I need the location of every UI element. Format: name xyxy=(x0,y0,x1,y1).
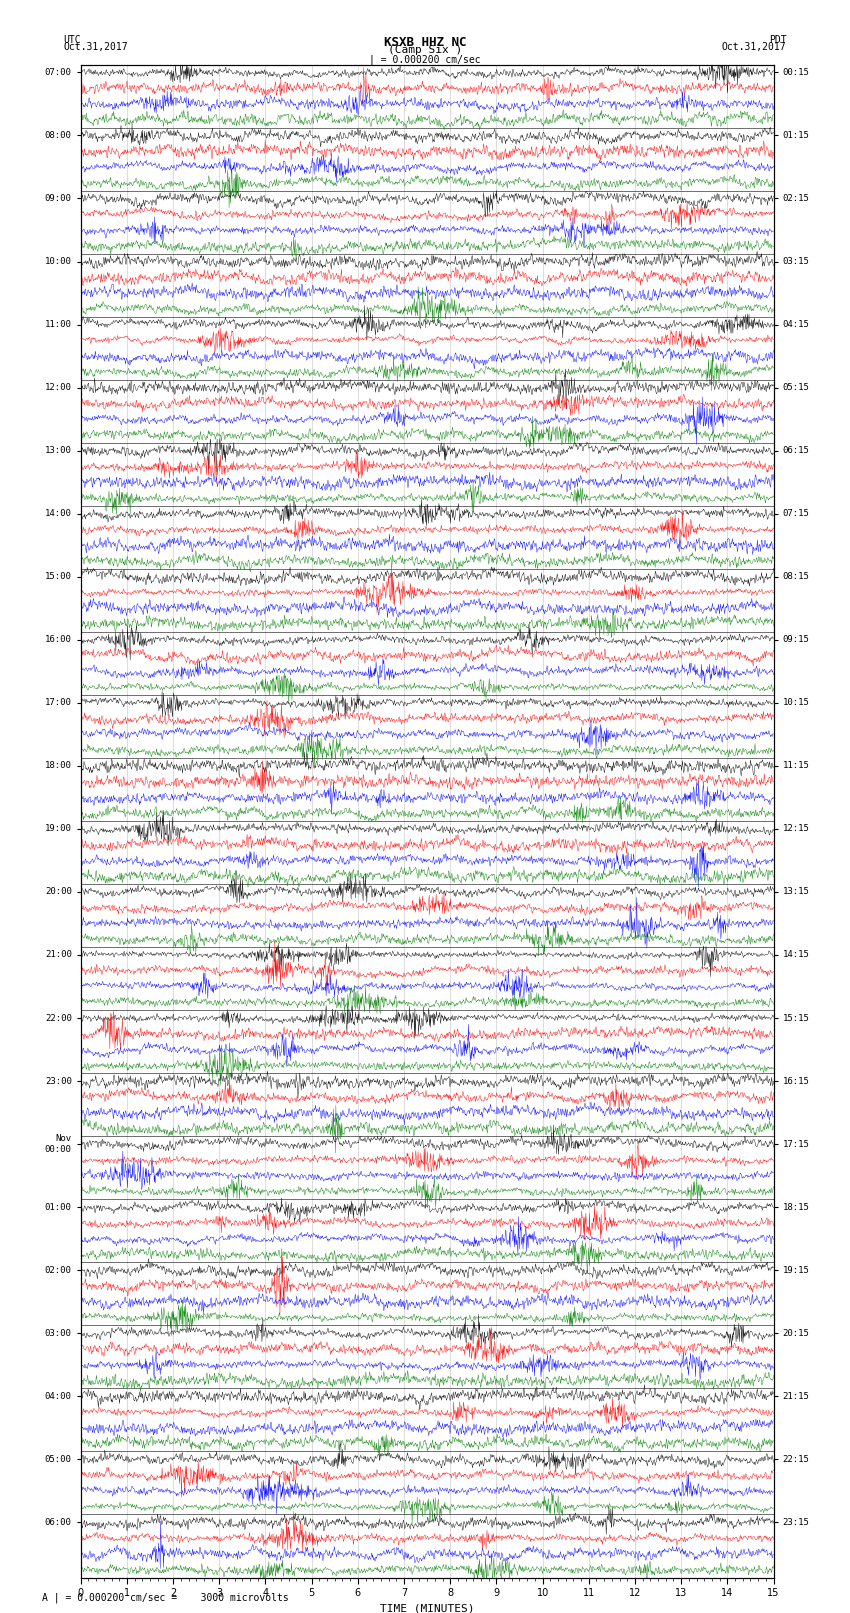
Text: Oct.31,2017: Oct.31,2017 xyxy=(722,42,786,52)
Text: KSXB HHZ NC: KSXB HHZ NC xyxy=(383,37,467,50)
Text: A | = 0.000200 cm/sec =    3000 microvolts: A | = 0.000200 cm/sec = 3000 microvolts xyxy=(42,1592,289,1603)
X-axis label: TIME (MINUTES): TIME (MINUTES) xyxy=(380,1603,474,1613)
Text: | = 0.000200 cm/sec: | = 0.000200 cm/sec xyxy=(369,55,481,65)
Text: Oct.31,2017: Oct.31,2017 xyxy=(64,42,128,52)
Text: PDT: PDT xyxy=(768,35,786,45)
Text: (Camp Six ): (Camp Six ) xyxy=(388,45,462,55)
Text: UTC: UTC xyxy=(64,35,82,45)
